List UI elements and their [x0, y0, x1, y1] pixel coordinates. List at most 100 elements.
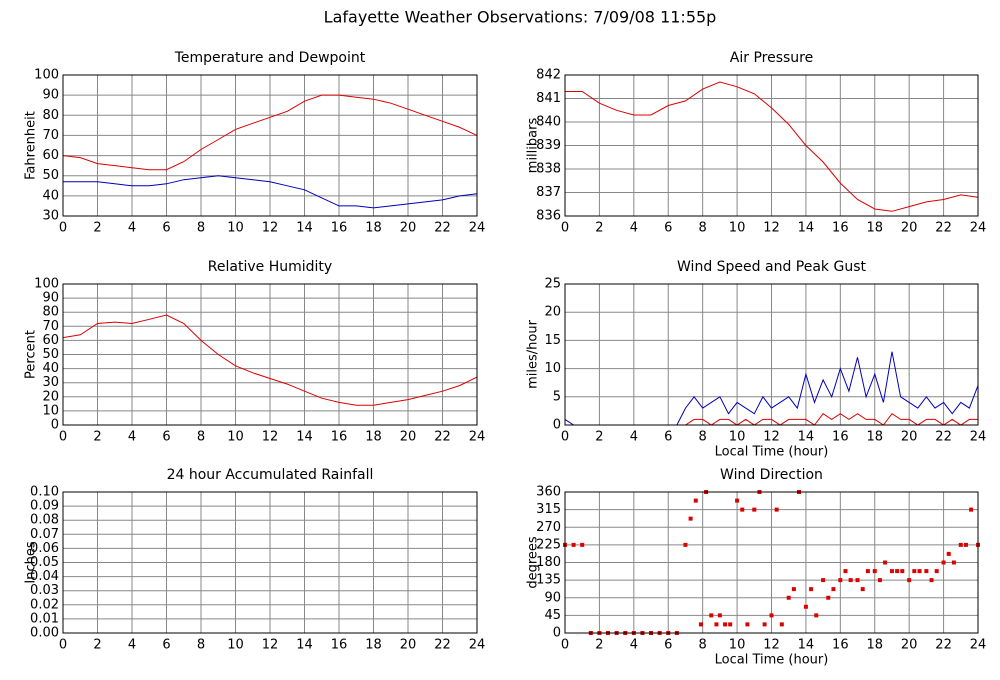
- y-tick-label: 180: [536, 555, 561, 570]
- x-tick-label: 0: [561, 430, 569, 445]
- y-axis-label: Inches: [24, 541, 39, 583]
- point: [826, 595, 831, 600]
- y-tick-label: 30: [42, 375, 59, 390]
- point: [917, 569, 922, 574]
- point: [809, 587, 814, 592]
- y-tick-label: 270: [536, 520, 561, 535]
- point: [912, 569, 917, 574]
- series-line: [62, 94, 478, 171]
- x-tick-label: 6: [664, 221, 672, 236]
- x-tick-label: 24: [970, 221, 987, 236]
- x-tick-label: 20: [400, 430, 417, 445]
- y-tick-label: 70: [42, 319, 59, 334]
- x-tick-label: 18: [866, 430, 883, 445]
- x-tick-label: 22: [935, 638, 952, 653]
- x-tick-label: 8: [699, 221, 707, 236]
- chart-title: Wind Speed and Peak Gust: [677, 259, 866, 275]
- series-line: [63, 175, 478, 209]
- y-tick-label: 40: [42, 361, 59, 376]
- x-tick-label: 8: [699, 638, 707, 653]
- y-tick-label: 25: [544, 277, 561, 292]
- x-tick-label: 24: [469, 638, 486, 653]
- point: [709, 613, 714, 618]
- chart-title: Relative Humidity: [208, 259, 332, 275]
- x-tick-label: 24: [970, 430, 987, 445]
- chart-title: Wind Direction: [720, 467, 823, 483]
- x-tick-label: 2: [595, 638, 603, 653]
- x-tick-label: 12: [763, 638, 780, 653]
- x-tick-label: 0: [561, 221, 569, 236]
- x-tick-label: 22: [434, 221, 451, 236]
- x-tick-label: 14: [798, 638, 815, 653]
- point: [963, 542, 968, 547]
- series-line: [565, 81, 979, 212]
- y-tick-label: 10: [42, 403, 59, 418]
- x-tick-label: 24: [970, 638, 987, 653]
- y-tick-label: 135: [536, 573, 561, 588]
- x-tick-label: 10: [227, 221, 244, 236]
- y-tick-label: 80: [42, 108, 59, 123]
- plot-frame: [564, 74, 979, 217]
- x-tick-label: 22: [935, 221, 952, 236]
- x-tick-label: 18: [365, 430, 382, 445]
- point: [855, 578, 860, 583]
- point: [848, 578, 853, 583]
- point: [774, 507, 779, 512]
- y-axis-label: miles/hour: [526, 319, 541, 388]
- point: [571, 542, 576, 547]
- point: [803, 604, 808, 609]
- point: [883, 560, 888, 565]
- point: [860, 587, 865, 592]
- x-tick-label: 14: [798, 221, 815, 236]
- x-tick-label: 12: [763, 430, 780, 445]
- y-tick-label: 0.05: [30, 555, 59, 570]
- point: [735, 498, 740, 503]
- point: [688, 516, 693, 521]
- x-tick-label: 14: [798, 430, 815, 445]
- x-tick-label: 4: [128, 430, 136, 445]
- chart: Wind Speed and Peak Gust miles/hour Local …: [526, 259, 987, 460]
- y-tick-label: 90: [544, 590, 561, 605]
- plot-frame: [62, 283, 478, 426]
- point: [865, 569, 870, 574]
- x-tick-label: 18: [365, 638, 382, 653]
- point: [752, 507, 757, 512]
- y-tick-label: 20: [42, 389, 59, 404]
- x-tick-label: 20: [901, 638, 918, 653]
- point: [838, 578, 843, 583]
- chart-title: Air Pressure: [730, 50, 813, 66]
- point: [895, 569, 900, 574]
- point: [717, 613, 722, 618]
- plot-frame: [62, 74, 478, 217]
- x-tick-label: 2: [595, 221, 603, 236]
- point: [791, 587, 796, 592]
- x-tick-label: 22: [434, 638, 451, 653]
- point: [728, 622, 733, 627]
- y-tick-label: 315: [536, 502, 561, 517]
- x-tick-label: 12: [262, 430, 279, 445]
- x-tick-label: 4: [630, 430, 638, 445]
- point: [889, 569, 894, 574]
- y-tick-label: 60: [42, 333, 59, 348]
- point: [580, 542, 585, 547]
- point: [693, 498, 698, 503]
- y-tick-label: 100: [34, 68, 59, 83]
- plot-frame: [62, 491, 478, 634]
- y-tick-label: 80: [42, 305, 59, 320]
- x-tick-label: 2: [93, 430, 101, 445]
- y-tick-label: 0.01: [30, 611, 59, 626]
- point: [934, 569, 939, 574]
- x-tick-label: 16: [832, 430, 849, 445]
- x-tick-label: 6: [162, 221, 170, 236]
- point: [941, 560, 946, 565]
- y-axis-label: Fahrenheit: [24, 111, 39, 180]
- point: [779, 622, 784, 627]
- x-tick-label: 10: [729, 638, 746, 653]
- point: [924, 569, 929, 574]
- point: [745, 622, 750, 627]
- y-axis-label: Percent: [24, 330, 39, 379]
- x-tick-label: 18: [365, 221, 382, 236]
- x-tick-label: 8: [197, 430, 205, 445]
